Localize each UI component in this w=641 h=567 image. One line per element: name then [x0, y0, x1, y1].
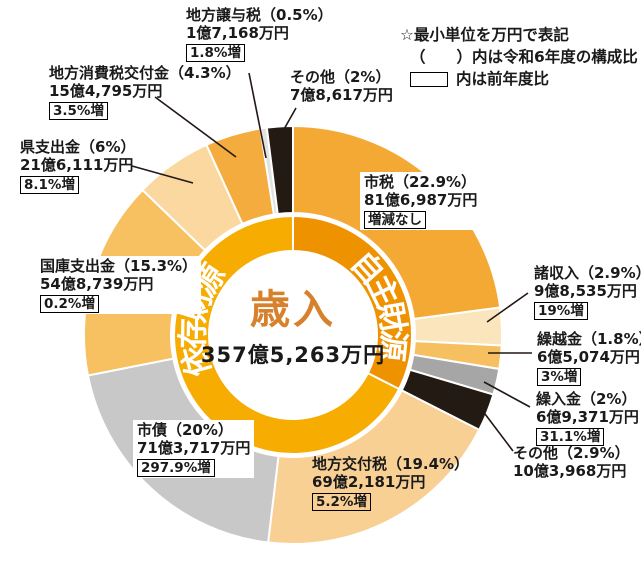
segment-label-1-諸収入: 諸収入（2.9%） 9億8,535万円 19%増 [534, 264, 641, 320]
segment-label-10-地方譲与税: 地方譲与税（0.5%） 1億7,168万円 1.8%増 [186, 6, 333, 62]
leader-line-8-県支出金 [131, 165, 194, 184]
segment-name: 地方消費税交付金（4.3%） [49, 64, 241, 82]
leader-line-10-地方譲与税 [248, 72, 267, 159]
leader-lines [131, 72, 532, 452]
segment-label-8-県支出金: 県支出金（6%） 21億6,111万円 8.1%増 [20, 138, 135, 194]
donut-inner-ring [173, 214, 413, 455]
segment-amount: 10億3,968万円 [513, 462, 627, 480]
segment-name: 市債（20%） [137, 421, 233, 439]
segment-name: 県支出金（6%） [20, 138, 136, 156]
segment-yoy-box: 3%増 [537, 368, 582, 386]
segment-name: その他（2.9%） [513, 444, 630, 462]
segment-label-11-その他: その他（2%） 7億8,617万円 [290, 68, 393, 104]
segment-label-5-地方交付税: 地方交付税（19.4%） 69億2,181万円 5.2%増 [312, 455, 469, 511]
donut-segment-5-地方交付税 [266, 389, 481, 545]
chart-title: 歳入 [249, 287, 336, 333]
segment-yoy-box: 19%増 [534, 302, 588, 320]
segment-yoy-box: 31.1%増 [536, 428, 605, 446]
segment-label-9-地方消費税交付金: 地方消費税交付金（4.3%） 15億4,795万円 3.5%増 [49, 64, 241, 120]
segment-label-7-国庫支出金: 国庫支出金（15.3%） 54億8,739万円 0.2%増 [36, 256, 202, 314]
ring-label-char-自主財源-3: 源 [372, 328, 411, 363]
segment-yoy-box: 5.2%増 [312, 493, 371, 511]
leader-line-9-地方消費税交付金 [154, 96, 237, 158]
segment-label-2-繰越金: 繰越金（1.8%）6億5,074万円 3%増 [537, 330, 641, 386]
segment-amount: 81億6,987万円 [364, 191, 478, 209]
segment-amount: 15億4,795万円 [49, 82, 163, 100]
segment-name: 市税（22.9%） [364, 173, 477, 191]
leader-line-1-諸収入 [486, 292, 529, 323]
ring-label-char-依存財源-1: 存 [175, 317, 212, 349]
chart-total-amount: 357億5,263万円 [200, 343, 386, 367]
segment-label-3-繰入金: 繰入金（2%） 6億9,371万円 31.1%増 [536, 390, 639, 446]
box-outline-icon [410, 71, 448, 87]
segment-yoy-box: 増減なし [364, 211, 426, 229]
legend-unit-text: ☆最小単位を万円で表記 [400, 26, 569, 44]
ring-label-char-自主財源-2: 財 [371, 299, 412, 336]
legend-paren-text: 内は令和6年度の構成比 [472, 48, 638, 66]
legend-box-note: 内は前年度比 [400, 68, 638, 90]
segment-name: その他（2%） [290, 68, 391, 86]
segment-amount: 1億7,168万円 [186, 24, 289, 42]
segment-amount: 6億5,074万円 [537, 348, 640, 366]
legend-box-text: 内は前年度比 [456, 70, 550, 88]
chart-legend: ☆最小単位を万円で表記 （ ） 内は令和6年度の構成比 内は前年度比 [400, 24, 638, 90]
parentheses-icon: （ ） [410, 48, 473, 66]
segment-name: 繰入金（2%） [536, 390, 637, 408]
segment-amount: 69億2,181万円 [312, 473, 426, 491]
segment-name: 地方交付税（19.4%） [312, 455, 470, 473]
segment-name: 地方譲与税（0.5%） [186, 6, 333, 24]
segment-amount: 7億8,617万円 [290, 86, 393, 104]
segment-yoy-box: 3.5%増 [49, 102, 108, 120]
segment-name: 諸収入（2.9%） [534, 264, 641, 282]
segment-amount: 6億9,371万円 [536, 408, 639, 426]
segment-amount: 21億6,111万円 [20, 156, 134, 174]
legend-paren-note: （ ） 内は令和6年度の構成比 [400, 46, 638, 68]
segment-yoy-box: 297.9%増 [137, 459, 215, 477]
segment-yoy-box: 0.2%増 [40, 295, 99, 313]
leader-line-3-繰入金 [483, 381, 531, 408]
segment-amount: 9億8,535万円 [534, 282, 637, 300]
donut-segment-11-その他 [265, 124, 294, 216]
donut-group-依存財源 [173, 214, 401, 455]
segment-label-0-市税: 市税（22.9%） 81億6,987万円 増減なし [360, 172, 482, 230]
segment-amount: 71億3,717万円 [137, 439, 251, 457]
segment-amount: 54億8,739万円 [40, 275, 154, 293]
chart-center: 歳入 357億5,263万円 [201, 288, 385, 369]
segment-label-4-その他: その他（2.9%） 10億3,968万円 [513, 444, 630, 480]
segment-label-6-市債: 市債（20%） 71億3,717万円 297.9%増 [133, 420, 255, 478]
leader-line-4-その他 [481, 409, 514, 452]
leader-line-11-その他 [282, 107, 297, 132]
segment-yoy-box: 8.1%増 [20, 176, 79, 194]
segment-name: 繰越金（1.8%） [537, 330, 641, 348]
segment-name: 国庫支出金（15.3%） [40, 257, 198, 275]
legend-unit-note: ☆最小単位を万円で表記 [400, 24, 638, 46]
segment-yoy-box: 1.8%増 [186, 44, 245, 62]
